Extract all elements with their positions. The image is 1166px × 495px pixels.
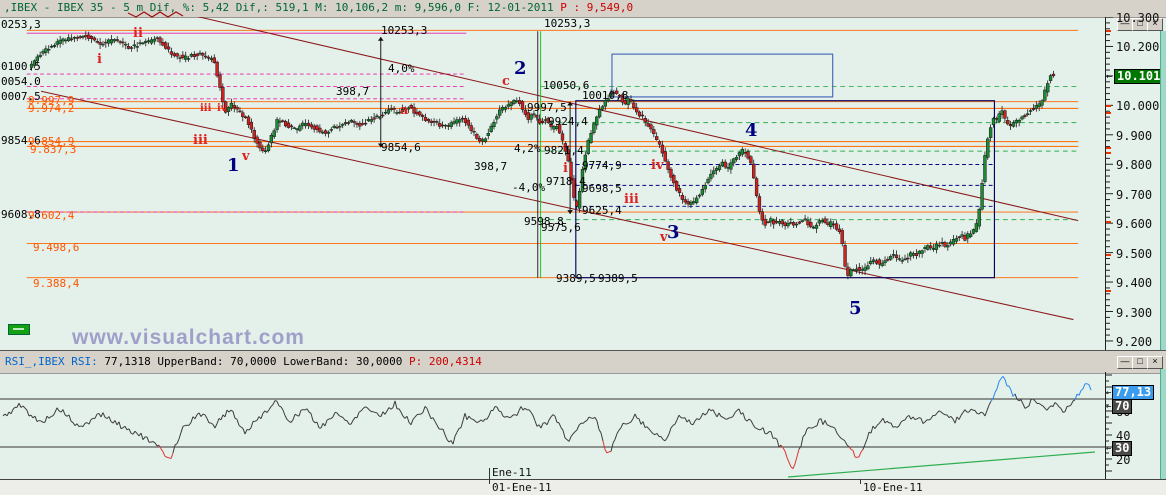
rsi-axis-arrow-icon: ← [1106,444,1112,454]
rsi-panel-header: RSI_,IBEX RSI: 77,1318 UpperBand: 70,000… [0,350,1166,374]
main-close-button[interactable]: × [1147,18,1163,31]
price-axis-label: 9.300 [1116,305,1153,320]
rsi-maximize-button[interactable]: □ [1132,356,1148,369]
rsi-close-button[interactable]: × [1147,356,1163,369]
current-price-arrow-icon: ← [1106,71,1113,82]
price-axis-ticks [1106,17,1113,342]
rsi-values: 77,1318 UpperBand: 70,0000 LowerBand: 30… [97,355,409,368]
rsi-minimize-button[interactable]: — [1117,356,1133,369]
rsi-upperband-badge: 70 ← [1106,399,1133,414]
price-axis-label: 10.200 [1116,40,1160,55]
time-axis-tick [860,479,861,484]
rsi-axis-label: 20 [1116,453,1131,467]
rsi-axis[interactable]: 604020 77,13← 70← 30← [1105,372,1166,479]
title-underline-squiggle [127,11,184,18]
rsi-indicator-name: RSI_,IBEX RSI: [5,355,98,368]
rsi-axis-arrow-icon: ← [1106,388,1112,398]
price-axis-label: 9.200 [1116,334,1153,349]
price-axis-label: 9.500 [1116,246,1153,261]
price-axis-label: 9.900 [1116,128,1153,143]
price-axis-label: 10.000 [1116,99,1160,114]
price-axis-label: 9.800 [1116,158,1153,173]
main-price-chart[interactable] [0,17,1105,350]
price-axis-label: 10.300 [1116,11,1160,25]
series-legend-chip[interactable] [8,324,30,335]
price-axis-label: 9.600 [1116,217,1153,232]
price-axis-label: 9.700 [1116,187,1153,202]
time-axis-label: 01-Ene-11 [492,481,552,494]
time-axis-label: Ene-11 [492,466,532,479]
chart-titlebar: ,IBEX - IBEX 35 - 5 m Dif, %: 5,42 Dif,:… [0,0,1166,18]
window-edge-strip [1160,31,1166,350]
rsi-p-value: P: 200,4314 [408,355,482,368]
legend-chip-dash [13,328,24,330]
price-axis[interactable]: 10.300 10.200 10.000 9.900 9.800 9.700 9.600 9.… [1105,11,1166,350]
price-axis-label: 9.400 [1116,276,1153,291]
time-axis-label: 10-Ene-11 [863,481,923,494]
rsi-chart[interactable] [0,372,1105,479]
titlebar-symbol-info: ,IBEX - IBEX 35 - 5 m Dif, %: 5,42 Dif,:… [4,1,561,14]
time-axis-tick [489,468,490,479]
rsi-axis-ticks [1106,374,1112,472]
time-axis-tick [489,479,490,484]
rsi-axis-arrow-icon: ← [1106,402,1112,412]
rsi-lowerband-badge: 30 ← [1106,441,1133,456]
rsi-axis-label: 40 [1116,429,1131,443]
time-axis[interactable] [0,479,1166,495]
titlebar-last-price: P : 9,549,0 [560,1,634,14]
visualchart-watermark: www.visualchart.com [72,326,305,349]
current-price-badge: 10.101,2 [1114,69,1166,84]
window-edge-strip [1160,369,1166,479]
rsi-current-badge: 77,13 ← [1106,385,1155,400]
